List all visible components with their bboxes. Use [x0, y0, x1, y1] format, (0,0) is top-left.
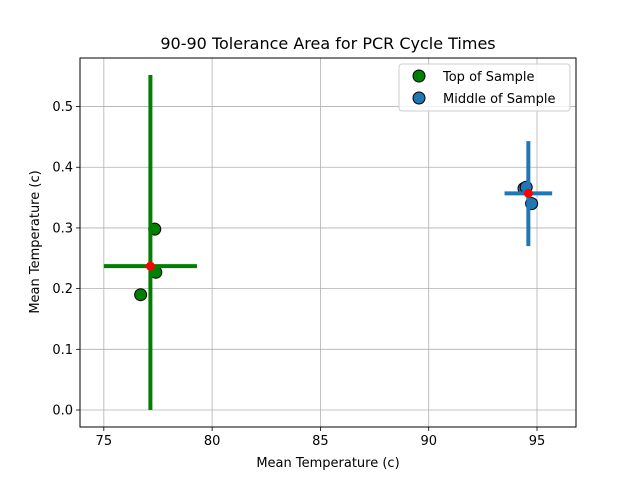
x-tick-label: 80 [204, 434, 221, 449]
legend-marker-middle-of-sample [412, 91, 426, 105]
mean-point-middle-of-sample [523, 188, 533, 198]
legend-label-middle-of-sample: Middle of Sample [443, 92, 555, 107]
x-tick-label: 85 [312, 434, 329, 449]
y-tick-label: 0.0 [52, 404, 73, 419]
plot-data [103, 74, 553, 411]
legend: Top of Sample Middle of Sample [398, 63, 571, 112]
y-tick-label: 0.5 [52, 100, 73, 115]
y-axis-label: Mean Temperature (c) [28, 170, 43, 313]
x-tick-label: 95 [529, 434, 546, 449]
legend-marker-top-of-sample [412, 69, 426, 83]
y-tick-label: 0.4 [52, 161, 73, 176]
x-axis-label: Mean Temperature (c) [256, 456, 399, 471]
x-tick-label: 90 [420, 434, 437, 449]
legend-label-top-of-sample: Top of Sample [442, 70, 534, 85]
plot-frame [79, 57, 577, 428]
mean-point-top-of-sample [145, 261, 155, 271]
y-tick-label: 0.1 [52, 343, 73, 358]
axis-ticks: 75 80 85 90 95 0.0 0.1 0.2 0.3 0.4 0.5 [52, 100, 545, 449]
x-tick-label: 75 [96, 434, 113, 449]
data-point-top-of-sample [134, 288, 148, 302]
chart-title: 90-90 Tolerance Area for PCR Cycle Times [160, 34, 495, 53]
y-tick-label: 0.2 [52, 282, 73, 297]
legend-box [398, 63, 571, 112]
y-tick-label: 0.3 [52, 221, 73, 236]
